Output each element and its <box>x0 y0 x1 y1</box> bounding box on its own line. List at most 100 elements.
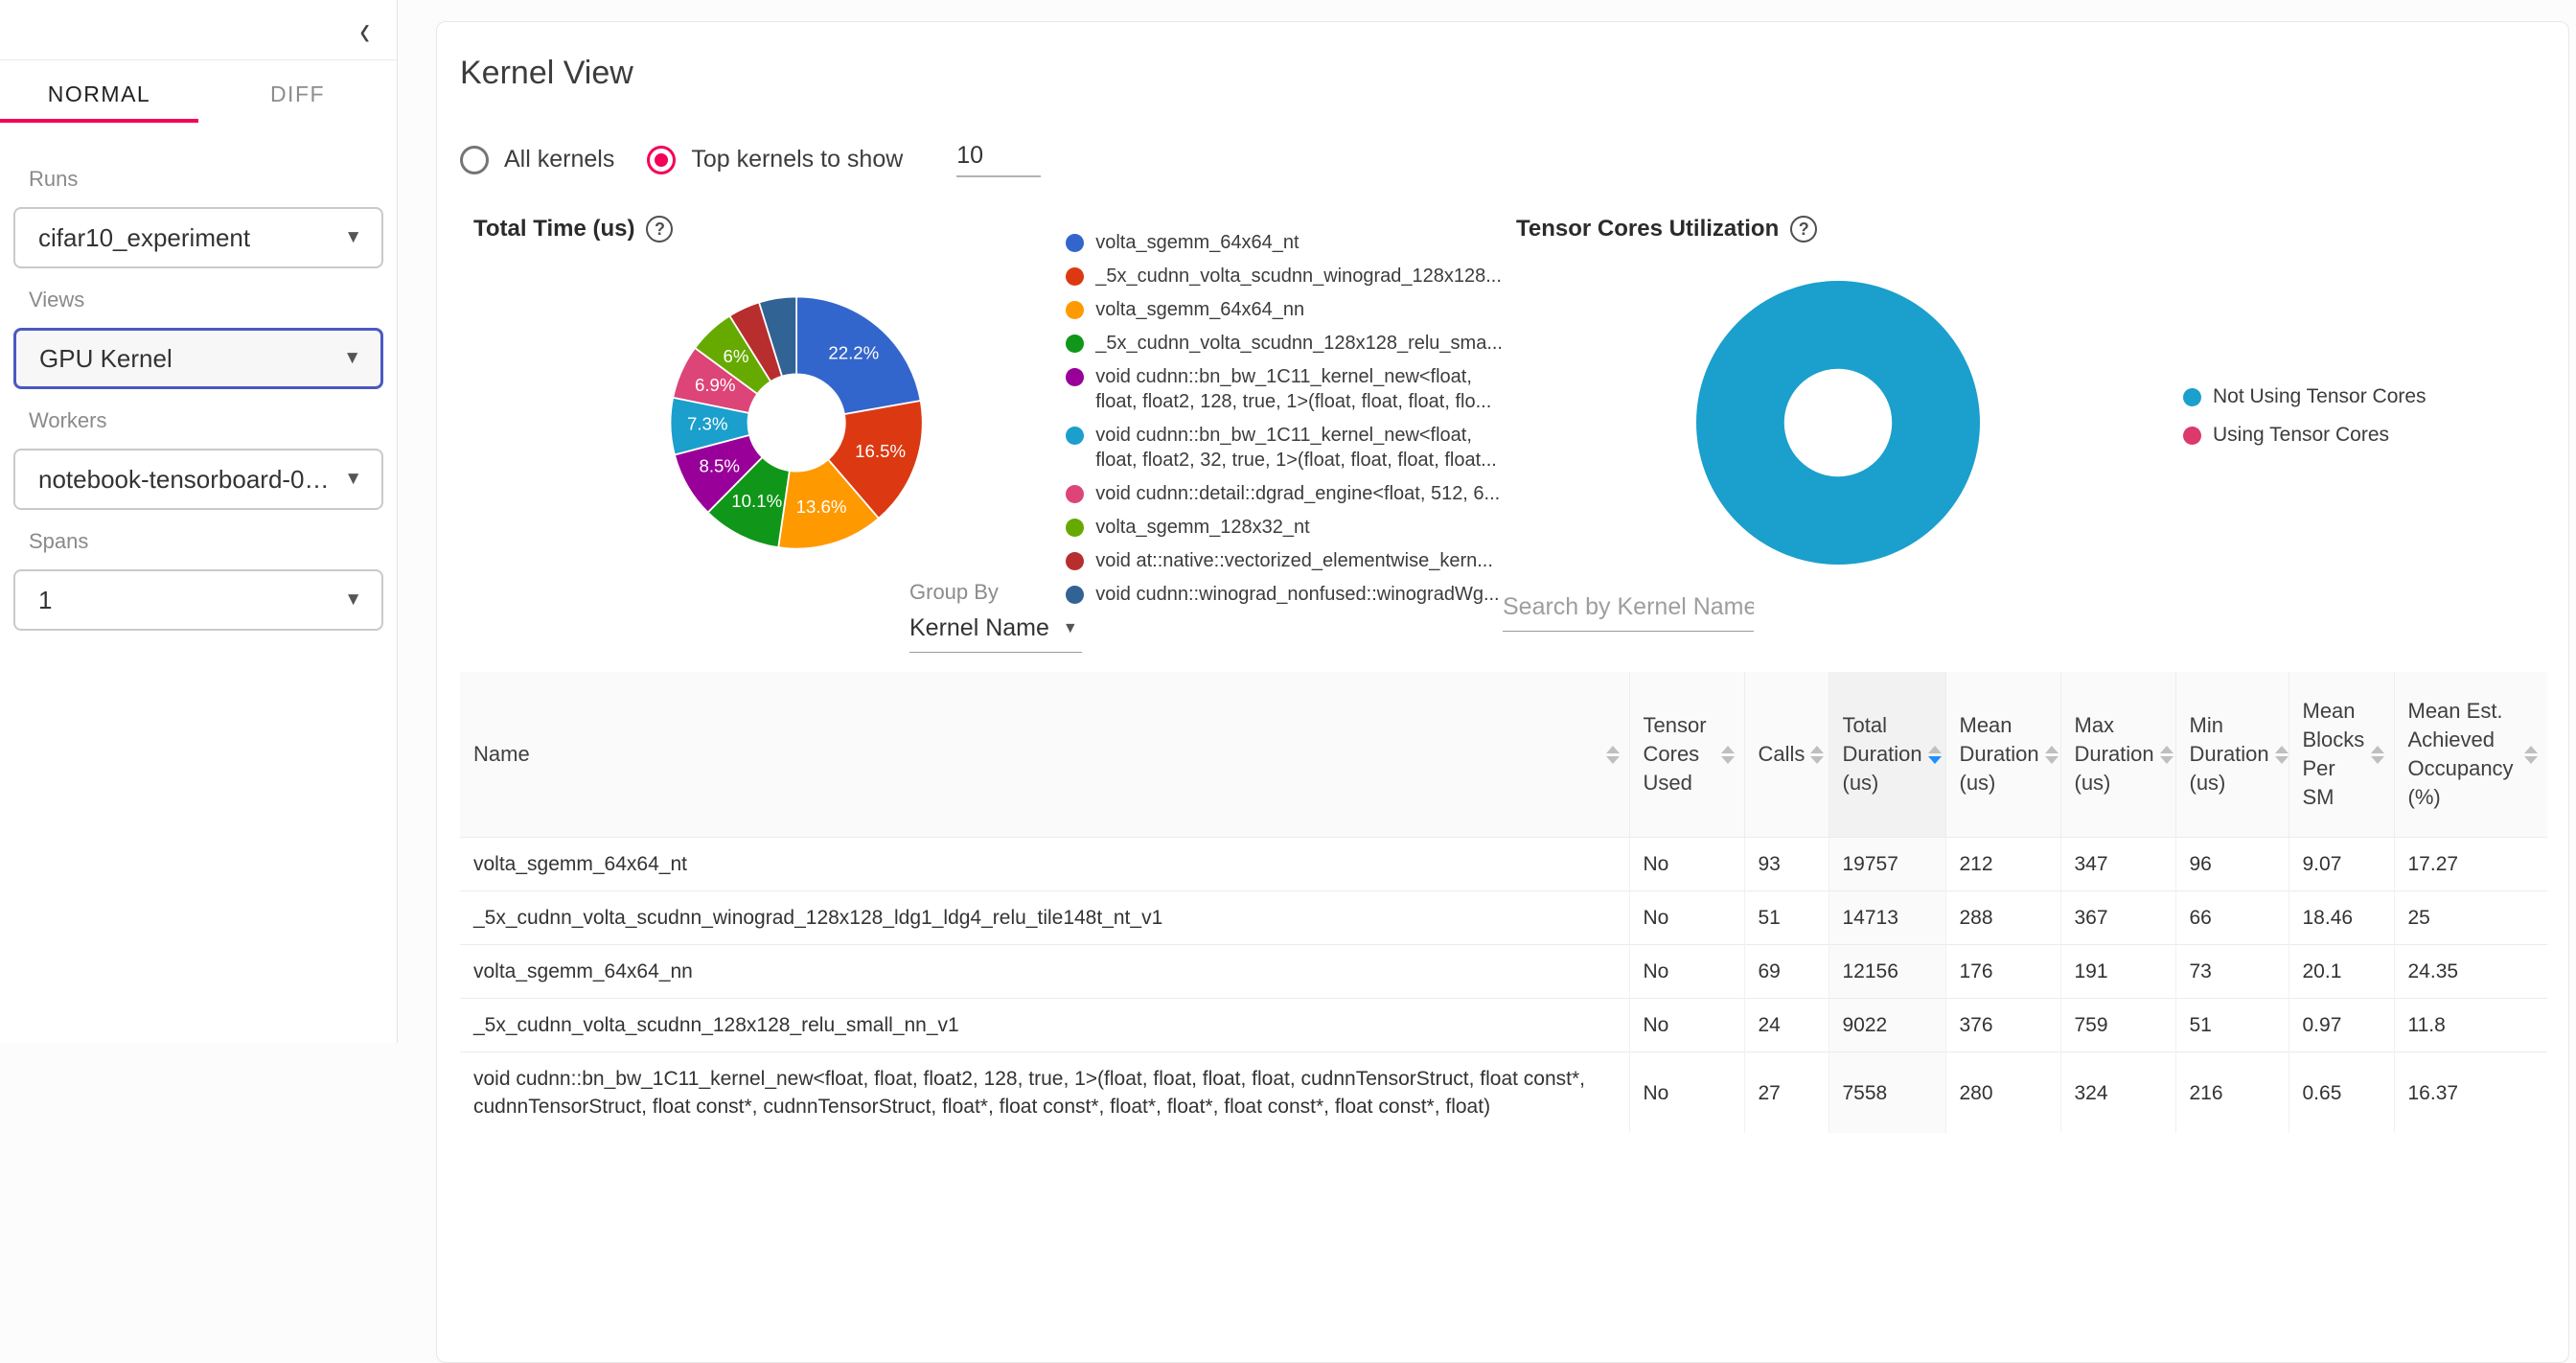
legend-label: void cudnn::detail::dgrad_engine<float, … <box>1095 483 1501 504</box>
radio-all-kernels-circle-icon <box>460 145 489 174</box>
column-title: Min Duration (us) <box>2189 713 2269 795</box>
column-title: Tensor Cores Used <box>1643 713 1707 795</box>
pie-slice[interactable] <box>826 399 924 520</box>
table-cell: No <box>1629 998 1745 1052</box>
column-header-max-duration-us[interactable]: Max Duration (us) <box>2060 672 2176 838</box>
tab-normal[interactable]: NORMAL <box>0 60 198 123</box>
select-runs[interactable]: cifar10_experiment ▼ <box>13 207 383 268</box>
table-cell: 367 <box>2060 890 2176 945</box>
table-cell: 347 <box>2060 837 2176 891</box>
select-spans[interactable]: 1 ▼ <box>13 569 383 631</box>
table-row[interactable]: void cudnn::bn_bw_1C11_kernel_new<float,… <box>460 1051 2547 1133</box>
legend-label: void at::native::vectorized_elementwise_… <box>1095 550 1493 571</box>
legend-color-dot-icon <box>1066 586 1085 604</box>
pie-slice[interactable] <box>757 295 798 378</box>
legend-item[interactable]: void cudnn::detail::dgrad_engine<float, … <box>1066 481 1503 506</box>
legend-color-dot-icon <box>1066 552 1085 570</box>
table-cell: 17.27 <box>2394 837 2547 891</box>
chevron-down-icon: ▼ <box>344 469 362 489</box>
radio-top-kernels[interactable]: Top kernels to show <box>647 145 903 174</box>
tensor-cores-title-text: Tensor Cores Utilization <box>1516 216 1780 242</box>
column-title: Name <box>473 742 530 766</box>
legend-label: volta_sgemm_64x64_nn <box>1095 299 1305 320</box>
chevron-down-icon: ▼ <box>344 589 362 610</box>
top-kernels-count-input[interactable] <box>956 142 1042 177</box>
sort-carets-icon[interactable] <box>2524 745 2538 764</box>
table-cell: 288 <box>1945 890 2061 945</box>
legend-item[interactable]: volta_sgemm_64x64_nn <box>1066 297 1503 322</box>
legend-item[interactable]: _5x_cudnn_volta_scudnn_128x128_relu_sma.… <box>1066 331 1503 356</box>
kernel-name-cell: void cudnn::bn_bw_1C11_kernel_new<float,… <box>460 1051 1630 1133</box>
legend-item[interactable]: void cudnn::winograd_nonfused::winogradW… <box>1066 582 1503 607</box>
column-header-mean-duration-us[interactable]: Mean Duration (us) <box>1945 672 2061 838</box>
sort-carets-icon[interactable] <box>1927 745 1942 764</box>
table-row[interactable]: _5x_cudnn_volta_scudnn_winograd_128x128_… <box>460 890 2547 945</box>
sidebar-field-label-workers: Workers <box>29 408 107 432</box>
pie-slice-percent-label: 7.3% <box>687 414 728 434</box>
table-cell: 7558 <box>1828 1051 1946 1133</box>
table-cell: No <box>1629 837 1745 891</box>
table-cell: 19757 <box>1828 837 1946 891</box>
column-header-mean-blocks-per-sm[interactable]: Mean Blocks Per SM <box>2288 672 2395 838</box>
legend-item[interactable]: _5x_cudnn_volta_scudnn_winograd_128x128.… <box>1066 264 1503 289</box>
total-time-chart-block: Total Time (us) ? 22.2% 16.5% 13.6% 10.1% 8.… <box>460 216 1503 605</box>
pie-slice-percent-label: 10.1% <box>731 491 782 511</box>
sort-carets-icon[interactable] <box>2044 745 2058 764</box>
radio-top-kernels-circle-icon <box>647 145 677 174</box>
column-header-total-duration-us[interactable]: Total Duration (us) <box>1828 672 1946 838</box>
table-cell: 191 <box>2060 944 2176 999</box>
help-icon[interactable]: ? <box>1790 216 1818 243</box>
legend-item[interactable]: Not Using Tensor Cores <box>2183 384 2426 409</box>
column-header-calls[interactable]: Calls <box>1744 672 1829 838</box>
total-time-pie-chart[interactable]: 22.2% 16.5% 13.6% 10.1% 8.5% 7.3% 6.9% 6% <box>652 260 941 586</box>
pie-slice-percent-label: 13.6% <box>796 497 847 517</box>
table-row[interactable]: _5x_cudnn_volta_scudnn_128x128_relu_smal… <box>460 998 2547 1052</box>
legend-item[interactable]: volta_sgemm_64x64_nt <box>1066 230 1503 255</box>
table-cell: 69 <box>1744 944 1829 999</box>
group-by-select[interactable]: Kernel Name ▼ <box>909 614 1082 653</box>
tensor-cores-chart-title: Tensor Cores Utilization ? <box>1503 216 2545 243</box>
legend-item[interactable]: void at::native::vectorized_elementwise_… <box>1066 548 1503 573</box>
legend-item[interactable]: Using Tensor Cores <box>2183 423 2426 448</box>
column-title: Max Duration (us) <box>2074 713 2154 795</box>
sort-carets-icon[interactable] <box>1720 745 1735 764</box>
legend-label: volta_sgemm_128x32_nt <box>1095 517 1310 538</box>
legend-color-dot-icon <box>1066 485 1085 503</box>
group-by-label: Group By <box>909 580 999 604</box>
legend-item[interactable]: void cudnn::bn_bw_1C11_kernel_new<float,… <box>1066 423 1503 473</box>
sort-carets-icon[interactable] <box>1810 745 1825 764</box>
legend-label: _5x_cudnn_volta_scudnn_128x128_relu_sma.… <box>1095 333 1503 354</box>
tensor-cores-donut-chart[interactable] <box>1675 260 2001 586</box>
table-cell: 216 <box>2175 1051 2289 1133</box>
column-header-tensor-cores-used[interactable]: Tensor Cores Used <box>1629 672 1745 838</box>
sort-carets-icon[interactable] <box>1605 745 1620 764</box>
pie-slice-percent-label: 6.9% <box>695 375 736 395</box>
sort-carets-icon[interactable] <box>2159 745 2174 764</box>
select-workers[interactable]: notebook-tensorboard-00001-deplo... ▼ <box>13 449 383 510</box>
page-title: Kernel View <box>460 55 633 91</box>
legend-color-dot-icon <box>1066 234 1085 252</box>
legend-item[interactable]: volta_sgemm_128x32_nt <box>1066 515 1503 540</box>
table-cell: 14713 <box>1828 890 1946 945</box>
pie-slice[interactable] <box>795 295 922 416</box>
legend-label: volta_sgemm_64x64_nt <box>1095 232 1300 253</box>
legend-item[interactable]: void cudnn::bn_bw_1C11_kernel_new<float,… <box>1066 364 1503 414</box>
column-header-name[interactable]: Name <box>460 672 1630 838</box>
sort-carets-icon[interactable] <box>2274 745 2288 764</box>
help-icon[interactable]: ? <box>646 216 674 243</box>
select-workers-value: notebook-tensorboard-00001-deplo... <box>38 464 333 494</box>
table-cell: No <box>1629 890 1745 945</box>
table-cell: 0.97 <box>2288 998 2395 1052</box>
sort-carets-icon[interactable] <box>2370 745 2384 764</box>
kernel-table: Name Tensor Cores Used Calls Total Duration… <box>460 672 2547 1133</box>
table-row[interactable]: volta_sgemm_64x64_nt No 93 19757 212 347 96 9.0… <box>460 837 2547 891</box>
kernel-search-input[interactable] <box>1503 593 1754 632</box>
radio-all-kernels[interactable]: All kernels <box>460 145 614 174</box>
select-views[interactable]: GPU Kernel ▼ <box>13 328 383 389</box>
table-cell: 759 <box>2060 998 2176 1052</box>
column-header-min-duration-us[interactable]: Min Duration (us) <box>2175 672 2289 838</box>
sidebar-collapse-icon[interactable]: ‹ <box>359 5 370 55</box>
tab-diff[interactable]: DIFF <box>198 60 397 123</box>
column-header-mean-est-achieved-occupancy[interactable]: Mean Est. Achieved Occupancy (%) <box>2394 672 2547 838</box>
table-row[interactable]: volta_sgemm_64x64_nn No 69 12156 176 191 73 20.… <box>460 944 2547 999</box>
